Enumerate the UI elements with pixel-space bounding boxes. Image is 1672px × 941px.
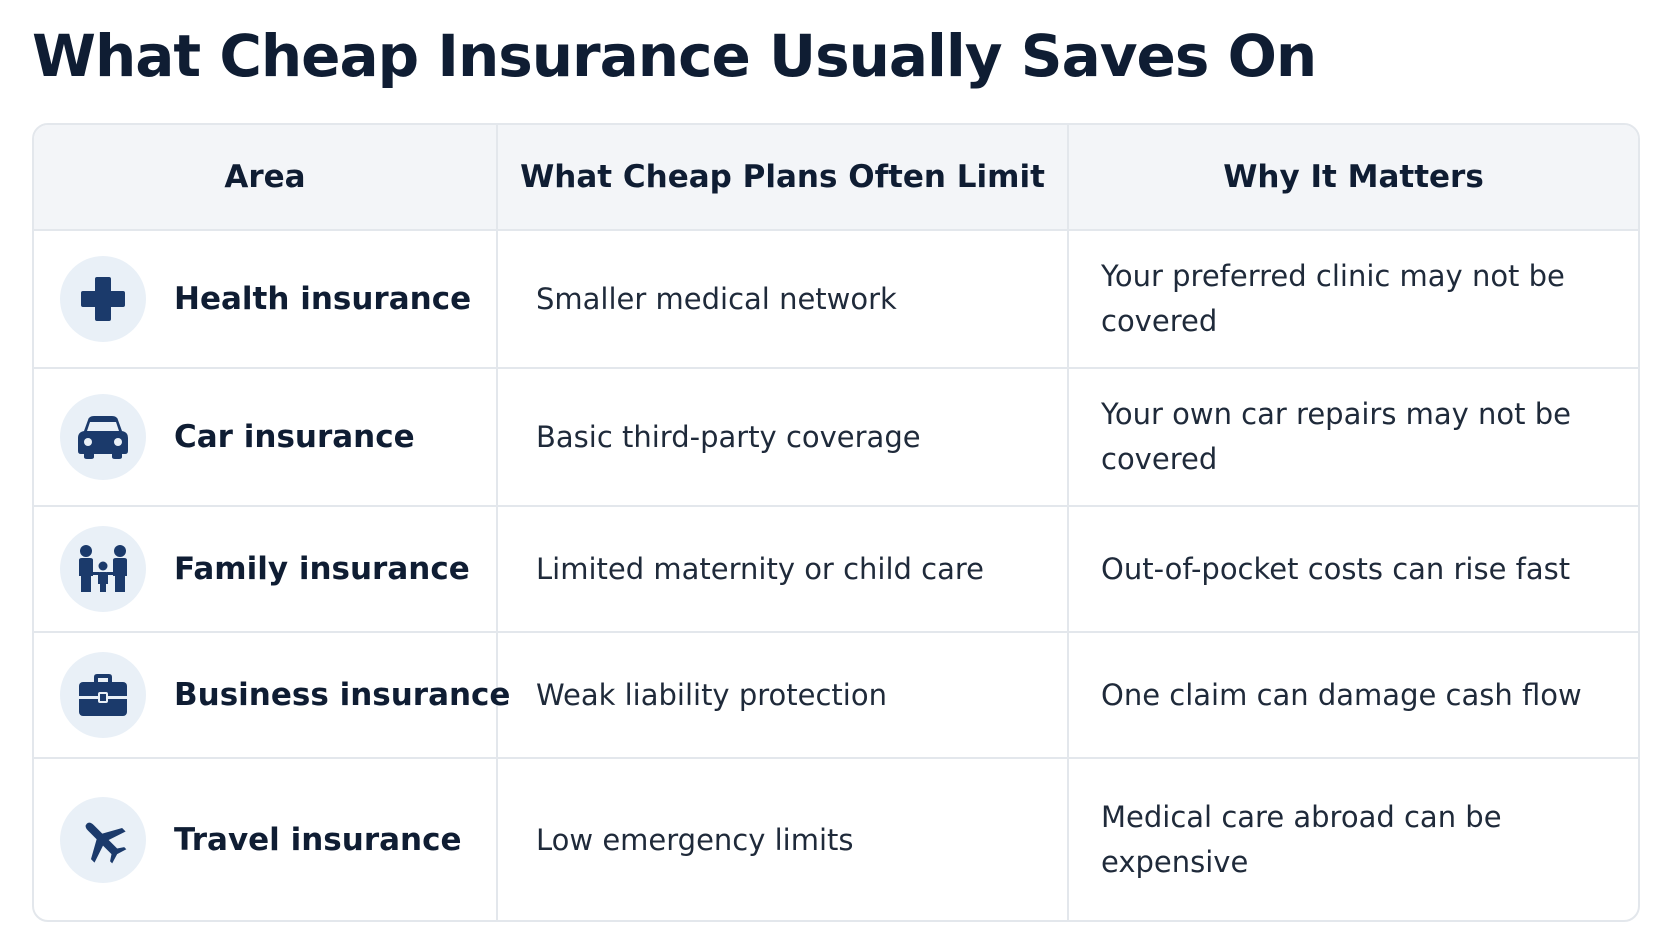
why-cell: Out-of-pocket costs can rise fast: [1068, 506, 1638, 633]
table-row: Health insurance Smaller medical network…: [34, 230, 1638, 369]
area-cell: Travel insurance: [34, 758, 498, 920]
area-cell: Health insurance: [34, 230, 498, 369]
table-row: Travel insurance Low emergency limits Me…: [34, 758, 1638, 920]
why-cell: One claim can damage cash flow: [1068, 632, 1638, 759]
column-header-limit: What Cheap Plans Often Limit: [497, 125, 1069, 231]
area-cell: Business insurance: [34, 632, 510, 759]
medical-cross-icon: [60, 256, 146, 342]
car-icon: [60, 394, 146, 480]
area-label: Health insurance: [174, 281, 472, 317]
area-label: Family insurance: [174, 551, 470, 587]
insurance-table: Area What Cheap Plans Often Limit Why It…: [32, 123, 1640, 922]
area-label: Car insurance: [174, 419, 415, 455]
table-row: Business insurance Weak liability protec…: [34, 632, 1638, 759]
why-cell: Your own car repairs may not be covered: [1068, 368, 1638, 507]
limit-cell: Low emergency limits: [497, 758, 1069, 920]
why-cell: Medical care abroad can be expensive: [1101, 799, 1502, 879]
area-label: Business insurance: [174, 677, 511, 713]
limit-cell: Basic third-party coverage: [497, 368, 1069, 507]
table-row: Family insurance Limited maternity or ch…: [34, 506, 1638, 633]
table-header-row: Area What Cheap Plans Often Limit Why It…: [34, 125, 1638, 231]
area-cell: Car insurance: [34, 368, 498, 507]
limit-cell: Limited maternity or child care: [497, 506, 1069, 633]
area-label: Travel insurance: [174, 821, 462, 858]
briefcase-icon: [60, 652, 146, 738]
family-icon: [60, 526, 146, 612]
limit-cell: Weak liability protection: [497, 632, 1069, 759]
limit-cell: Smaller medical network: [497, 230, 1069, 369]
area-cell: Family insurance: [34, 506, 498, 633]
column-header-why: Why It Matters: [1068, 125, 1638, 231]
column-header-area: Area: [34, 125, 498, 231]
page-title: What Cheap Insurance Usually Saves On: [32, 22, 1317, 90]
table-row: Car insurance Basic third-party coverage…: [34, 368, 1638, 507]
airplane-icon: [60, 796, 146, 883]
why-cell: Your preferred clinic may not be covered: [1068, 230, 1638, 369]
